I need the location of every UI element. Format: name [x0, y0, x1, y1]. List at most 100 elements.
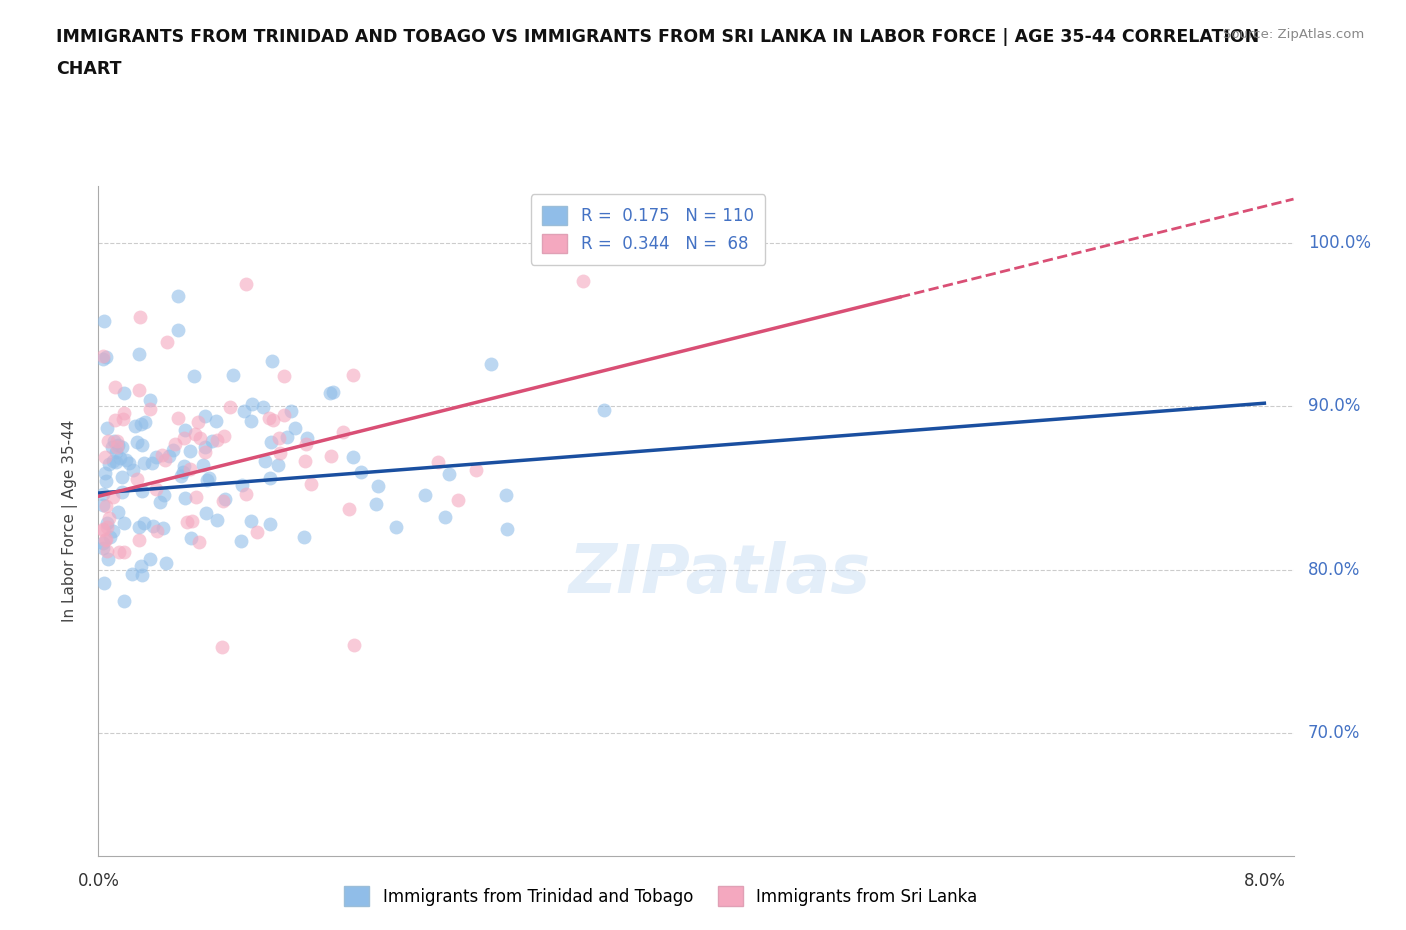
- Point: [94, 350, 117, 365]
- Point: [299, 477, 322, 492]
- Point: [96, 520, 118, 535]
- Point: [91, 486, 114, 501]
- Point: [292, 529, 315, 544]
- Point: [173, 458, 195, 473]
- Point: [128, 383, 150, 398]
- Point: [205, 433, 228, 448]
- Point: [124, 418, 146, 433]
- Point: [239, 414, 262, 429]
- Point: [170, 468, 193, 483]
- Point: [194, 440, 217, 455]
- Point: [447, 493, 470, 508]
- Point: [96, 421, 118, 436]
- Point: [222, 367, 245, 382]
- Point: [350, 465, 373, 480]
- Point: [319, 385, 342, 400]
- Point: [465, 462, 488, 477]
- Point: [97, 511, 120, 525]
- Point: [205, 512, 228, 527]
- Point: [183, 427, 205, 442]
- Point: [128, 520, 150, 535]
- Point: [212, 429, 235, 444]
- Point: [91, 541, 114, 556]
- Point: [276, 430, 298, 445]
- Point: [427, 455, 450, 470]
- Point: [91, 498, 114, 512]
- Point: [165, 436, 187, 451]
- Point: [91, 536, 114, 551]
- Point: [127, 472, 149, 486]
- Point: [384, 519, 406, 534]
- Point: [146, 524, 169, 538]
- Point: [91, 352, 114, 367]
- Point: [188, 431, 211, 445]
- Point: [91, 522, 114, 537]
- Point: [262, 413, 284, 428]
- Point: [131, 567, 153, 582]
- Point: [139, 401, 162, 416]
- Text: ZIPatlas: ZIPatlas: [569, 541, 870, 607]
- Point: [128, 533, 150, 548]
- Point: [134, 516, 156, 531]
- Point: [166, 289, 188, 304]
- Point: [284, 420, 307, 435]
- Point: [131, 437, 153, 452]
- Point: [167, 323, 190, 338]
- Point: [434, 510, 457, 525]
- Point: [197, 473, 219, 488]
- Point: [96, 499, 118, 514]
- Point: [260, 435, 283, 450]
- Point: [481, 356, 503, 371]
- Point: [267, 458, 290, 472]
- Point: [105, 439, 128, 454]
- Text: Source: ZipAtlas.com: Source: ZipAtlas.com: [1223, 28, 1364, 41]
- Point: [103, 433, 125, 448]
- Point: [103, 453, 125, 468]
- Point: [112, 515, 135, 530]
- Point: [214, 491, 236, 506]
- Point: [93, 576, 115, 591]
- Text: IMMIGRANTS FROM TRINIDAD AND TOBAGO VS IMMIGRANTS FROM SRI LANKA IN LABOR FORCE : IMMIGRANTS FROM TRINIDAD AND TOBAGO VS I…: [56, 28, 1260, 46]
- Text: 70.0%: 70.0%: [1308, 724, 1361, 742]
- Point: [173, 423, 195, 438]
- Point: [235, 277, 257, 292]
- Point: [107, 504, 129, 519]
- Point: [364, 497, 387, 512]
- Point: [129, 559, 152, 574]
- Point: [134, 415, 156, 430]
- Point: [415, 487, 437, 502]
- Point: [112, 593, 135, 608]
- Text: 0.0%: 0.0%: [77, 872, 120, 890]
- Legend: R =  0.175   N = 110, R =  0.344   N =  68: R = 0.175 N = 110, R = 0.344 N = 68: [531, 194, 765, 264]
- Point: [180, 531, 202, 546]
- Point: [157, 448, 180, 463]
- Point: [259, 516, 281, 531]
- Point: [181, 513, 204, 528]
- Point: [94, 450, 117, 465]
- Point: [104, 445, 127, 459]
- Point: [162, 443, 184, 458]
- Point: [186, 490, 208, 505]
- Point: [112, 405, 135, 420]
- Point: [104, 412, 127, 427]
- Point: [118, 456, 141, 471]
- Point: [94, 466, 117, 481]
- Point: [188, 535, 211, 550]
- Point: [112, 545, 135, 560]
- Point: [125, 434, 148, 449]
- Point: [259, 471, 281, 485]
- Point: [235, 486, 257, 501]
- Point: [129, 417, 152, 432]
- Point: [233, 404, 256, 418]
- Point: [100, 530, 122, 545]
- Point: [174, 490, 197, 505]
- Point: [257, 410, 280, 425]
- Point: [179, 461, 201, 476]
- Text: 8.0%: 8.0%: [1243, 872, 1285, 890]
- Point: [252, 400, 274, 415]
- Text: CHART: CHART: [56, 60, 122, 78]
- Point: [112, 411, 135, 426]
- Point: [172, 465, 194, 480]
- Point: [187, 415, 209, 430]
- Point: [496, 522, 519, 537]
